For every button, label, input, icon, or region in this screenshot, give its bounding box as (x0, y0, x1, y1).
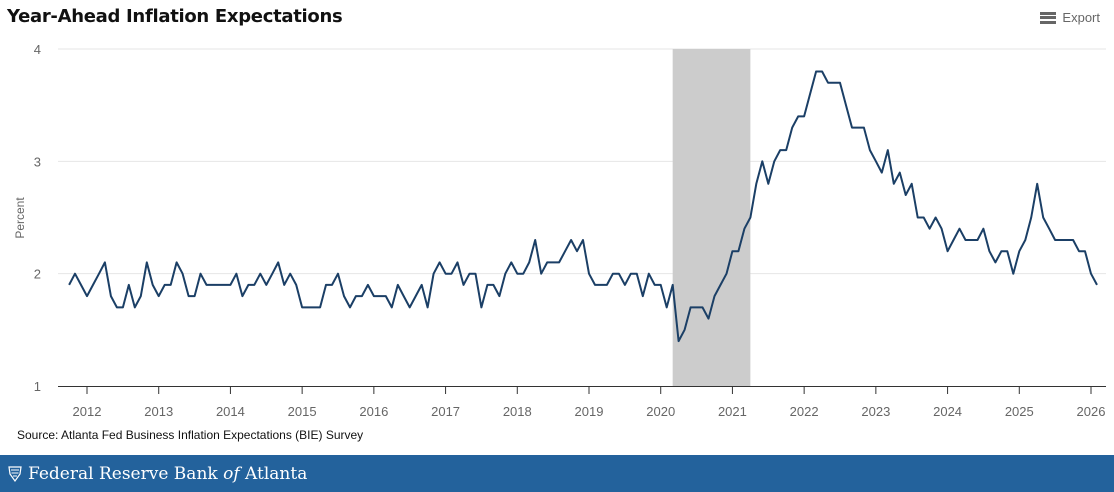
chart-title: Year-Ahead Inflation Expectations (7, 6, 343, 27)
x-tick-label: 2019 (575, 404, 604, 419)
x-tick-label: 2025 (1005, 404, 1034, 419)
x-tick-label: 2026 (1077, 404, 1106, 419)
y-axis-label: Percent (13, 197, 27, 239)
x-tick-label: 2014 (216, 404, 245, 419)
x-axis: 2012 2013 2014 2015 2016 2017 2018 2019 2020 2021… (58, 386, 1106, 419)
x-tick-label: 2012 (73, 404, 102, 419)
series-line-group (68, 70, 1098, 343)
x-tick-label: 2017 (431, 404, 460, 419)
y-tick-label: 3 (34, 154, 41, 169)
x-tick-label: 2023 (861, 404, 890, 419)
line-chart: 1 2 3 4 2012 2013 2014 2015 2016 2017 2018 2019 202… (13, 42, 1106, 419)
x-tick-label: 2018 (503, 404, 532, 419)
x-tick-label: 2015 (288, 404, 317, 419)
recession-band (672, 49, 751, 386)
x-tick-label: 2021 (718, 404, 747, 419)
export-button[interactable]: Export (1040, 10, 1100, 25)
brand-prefix: Federal Reserve Bank (28, 463, 224, 484)
x-tick-label: 2013 (144, 404, 173, 419)
y-tick-label: 2 (34, 267, 41, 282)
x-tick-label: 2016 (359, 404, 388, 419)
x-tick-label: 2024 (933, 404, 962, 419)
export-label: Export (1062, 10, 1100, 25)
gridlines (58, 48, 1106, 275)
brand-of: of (223, 463, 240, 484)
footer-brand: Federal Reserve Bank of Atlanta (28, 464, 307, 484)
y-axis-ticks: 1 2 3 4 (34, 42, 41, 394)
recession-shading (672, 49, 751, 386)
x-tick-label: 2022 (790, 404, 819, 419)
hamburger-menu-icon (1040, 11, 1057, 24)
x-tick-label: 2020 (646, 404, 675, 419)
source-note: Source: Atlanta Fed Business Inflation E… (17, 428, 364, 442)
brand-suffix: Atlanta (239, 463, 308, 484)
series-line (68, 70, 1098, 343)
y-tick-label: 4 (34, 42, 41, 57)
footer-banner: Federal Reserve Bank of Atlanta (0, 455, 1114, 492)
fed-eagle-seal-icon (8, 465, 22, 482)
y-tick-label: 1 (34, 379, 41, 394)
